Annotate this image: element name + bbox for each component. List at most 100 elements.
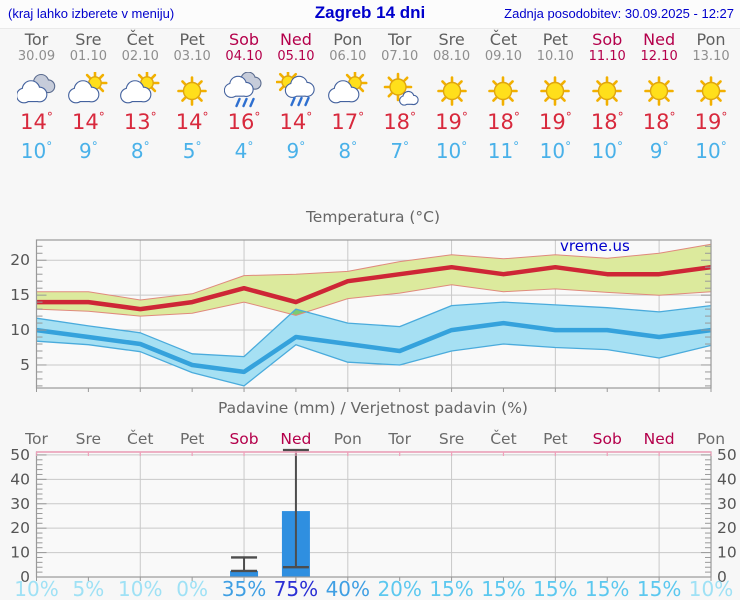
low-temp: 10° [20,139,53,163]
day-column[interactable]: Sre 01.10 [60,30,116,65]
precip-axis-tick-label: 30 [717,495,737,513]
precip-probability-value: 15% [584,577,630,600]
day-column[interactable]: Sre 08.10 [424,30,480,65]
low-temp: 9° [79,139,98,163]
location-menu-hint: (kraj lahko izberete v meniju) [8,6,175,21]
sunny-icon [436,76,467,106]
precip-day-label: Pon [697,430,725,448]
day-column[interactable]: Tor 30.09 [9,31,65,65]
day-column[interactable]: Sob 04.10 [216,30,272,65]
high-temp: 18° [590,110,624,134]
high-temp: 13° [123,110,157,134]
precip-axis-tick-label: 30 [10,495,30,513]
high-temp: 19° [435,110,468,134]
high-temp: 19° [694,110,728,134]
precip-probability-value: 10% [688,577,734,600]
day-column[interactable]: Pet 03.10 [164,30,220,65]
last-updated-text: Zadnja posodobitev: 30.09.2025 - 12:27 [504,6,734,21]
precip-probability-value: 5% [72,577,105,600]
precip-axis-tick-label: 20 [10,519,30,537]
day-date-label: 12.10 [640,49,678,64]
sunny-icon [177,76,207,106]
precip-probability-value: 20% [377,577,422,600]
precip-axis-tick-label: 50 [717,446,737,464]
high-temp: 14° [72,110,105,134]
high-temp: 17° [331,110,365,134]
precip-day-label: Pet [180,430,204,448]
low-temp: 10° [435,139,468,163]
day-column[interactable]: Čet 09.10 [475,30,531,65]
watermark-link[interactable]: vreme.us [560,237,630,255]
day-date-label: 04.10 [225,49,263,64]
day-column[interactable]: Pon 06.10 [320,30,376,65]
sunny-icon [540,76,571,106]
precip-probability-value: 15% [533,577,578,600]
temperature-chart-title: Temperatura (°C) [305,208,440,226]
day-date-label: 06.10 [329,49,367,64]
temp-axis-tick-label: 20 [10,251,30,269]
day-column[interactable]: Čet 02.10 [112,31,168,65]
low-temp: 10° [539,139,572,163]
low-temp: 4° [234,139,254,163]
day-date-label: 05.10 [277,49,315,64]
precip-probability-value: 75% [273,577,319,600]
day-name-label: Sre [75,30,102,49]
day-column[interactable]: Ned 12.10 [631,31,687,65]
day-date-label: 02.10 [121,49,159,64]
day-name-label: Tor [387,30,412,49]
precip-probability-value: 0% [176,577,208,600]
day-column[interactable]: Ned 05.10 [268,31,324,65]
high-temp: 14° [20,110,53,134]
mostly-sunny-icon [383,72,419,106]
low-temp: 9° [649,139,669,163]
day-date-label: 30.09 [17,49,56,64]
day-date-label: 09.10 [484,49,523,64]
precip-axis-tick-label: 10 [10,544,30,562]
day-name-label: Čet [489,30,518,49]
precip-probability-value: 10% [14,577,59,600]
high-temp: 14° [175,110,209,134]
precip-probability-value: 15% [429,577,474,600]
day-name-label: Sob [228,30,260,49]
high-temp: 16° [227,110,261,134]
day-column[interactable]: Sob 11.10 [579,31,635,65]
day-name-label: Pon [333,30,363,49]
day-column[interactable]: Pet 10.10 [527,30,583,65]
day-name-label: Pet [179,30,205,49]
precip-axis-tick-label: 40 [10,470,30,488]
high-temp: 19° [538,110,572,134]
high-temp: 14° [279,110,313,134]
precip-day-label: Ned [644,430,675,448]
precip-day-label: Sob [593,430,622,448]
partly-cloudy-icon [327,72,368,104]
sunny-icon [488,76,519,106]
precip-probability-value: 15% [481,577,526,600]
precipitation-chart-title: Padavine (mm) / Verjetnost padavin (%) [218,400,528,417]
precip-axis-tick-label: 10 [717,544,737,562]
high-temp: 18° [487,110,520,134]
precip-day-label: Sob [229,430,258,448]
page-header: (kraj lahko izberete v meniju) Zagreb 14… [0,0,740,29]
low-temp: 11° [487,139,520,163]
rain-icon [224,72,262,108]
day-date-label: 03.10 [173,49,211,64]
temp-axis-tick-label: 10 [10,321,30,339]
day-name-label: Pet [542,30,568,49]
sunny-icon [592,76,623,106]
precip-day-label: Tor [24,430,48,448]
low-temp: 10° [695,139,727,163]
day-column[interactable]: Pon 13.10 [683,30,739,65]
day-name-label: Pon [696,30,726,49]
precip-axis-tick-label: 0 [717,568,727,586]
precip-probability-value: 40% [325,577,371,600]
temp-axis-tick-label: 15 [10,286,30,304]
day-column[interactable]: Tor 07.10 [372,30,428,65]
precip-axis-tick-label: 20 [717,519,737,537]
day-date-label: 10.10 [536,49,574,64]
precip-axis-tick-label: 40 [717,470,737,488]
low-temp: 8° [130,139,150,163]
page-title: Zagreb 14 dni [314,3,426,22]
low-temp: 8° [338,139,358,163]
low-temp: 10° [591,139,623,163]
day-name-label: Sre [438,30,465,49]
